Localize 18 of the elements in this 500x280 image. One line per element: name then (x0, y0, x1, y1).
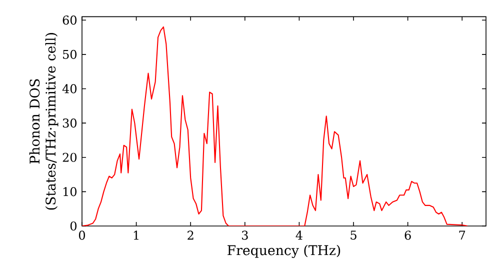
x-tick-label: 7 (459, 230, 466, 240)
x-tick-label: 2 (188, 230, 194, 240)
x-tick-label: 5 (350, 230, 356, 240)
y-tick-label: 30 (62, 118, 77, 128)
y-axis-title: Phonon DOS (States/THz·primitive cell) (29, 33, 58, 210)
x-axis-title: Frequency (THz) (228, 244, 340, 258)
y-tick-label: 40 (62, 84, 77, 94)
y-tick-label: 50 (63, 50, 77, 59)
x-tick-label: 1 (134, 230, 138, 240)
x-tick-label: 3 (242, 230, 248, 240)
y-tick-label: 20 (62, 152, 77, 162)
x-tick-label: 6 (404, 230, 411, 240)
y-tick-label: 10 (63, 187, 77, 196)
y-tick-label: 60 (62, 16, 77, 25)
x-tick-label: 4 (296, 230, 302, 240)
y-tick-label: 0 (70, 221, 77, 231)
x-tick-label: 0 (78, 230, 86, 240)
line-series (82, 26, 468, 226)
